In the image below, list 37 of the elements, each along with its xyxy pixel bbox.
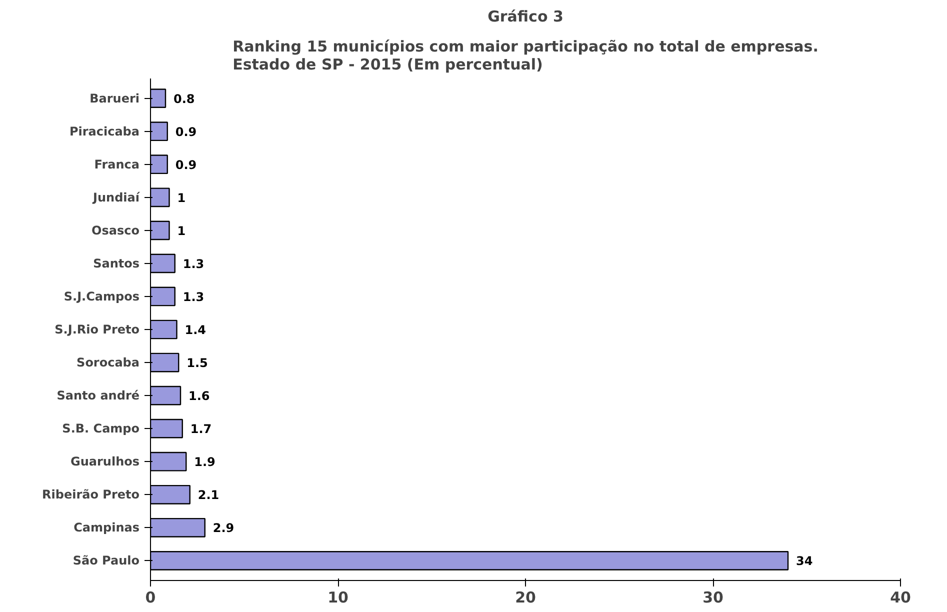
y-tick-label: Osasco bbox=[92, 223, 140, 238]
x-tick-label: 40 bbox=[890, 588, 911, 606]
x-tick-label: 20 bbox=[515, 588, 536, 606]
data-label: 1.5 bbox=[186, 356, 208, 370]
data-label: 1.3 bbox=[182, 290, 204, 304]
y-tick-label: Barueri bbox=[90, 91, 140, 106]
y-tick-label: Santos bbox=[93, 256, 140, 270]
data-label: 0.9 bbox=[175, 124, 197, 139]
y-tick-label: São Paulo bbox=[72, 554, 140, 568]
chart-title: Gráfico 3 bbox=[488, 8, 564, 26]
y-tick-label: Sorocaba bbox=[76, 356, 140, 370]
y-tick-label: Guarulhos bbox=[70, 454, 140, 469]
y-tick-label: Santo andré bbox=[56, 388, 140, 403]
data-label: 1.3 bbox=[182, 256, 204, 271]
y-tick-label: Jundiaí bbox=[92, 190, 140, 204]
x-tick-label: 10 bbox=[328, 588, 348, 606]
data-label: 1.6 bbox=[188, 389, 210, 404]
y-tick-label: S.B. Campo bbox=[62, 422, 140, 436]
data-label: 1.7 bbox=[190, 422, 212, 436]
data-label: 1.9 bbox=[194, 455, 216, 470]
data-label: 1 bbox=[177, 224, 186, 238]
data-label: 0.9 bbox=[175, 158, 197, 172]
data-label: 1.4 bbox=[184, 323, 206, 337]
x-tick-label: 30 bbox=[702, 588, 724, 606]
y-tick-label: Campinas bbox=[74, 520, 140, 535]
x-tick-label: 0 bbox=[145, 588, 156, 606]
y-tick-label: Franca bbox=[94, 157, 140, 172]
data-label: 1 bbox=[177, 190, 186, 205]
data-label: 0.8 bbox=[174, 92, 195, 106]
y-tick-label: Piracicaba bbox=[69, 124, 140, 138]
data-label: 2.1 bbox=[198, 488, 220, 502]
y-tick-label: Ribeirão Preto bbox=[42, 488, 140, 502]
data-label: 2.9 bbox=[212, 521, 234, 536]
y-tick-label: S.J.Rio Preto bbox=[54, 322, 140, 336]
y-tick-label: S.J.Campos bbox=[64, 289, 140, 304]
data-label: 34 bbox=[796, 554, 813, 568]
chart-subtitle: Ranking 15 municípios com maior participação no total de empresas. Estado de SP - 2015 (Em percentual) bbox=[232, 38, 818, 74]
